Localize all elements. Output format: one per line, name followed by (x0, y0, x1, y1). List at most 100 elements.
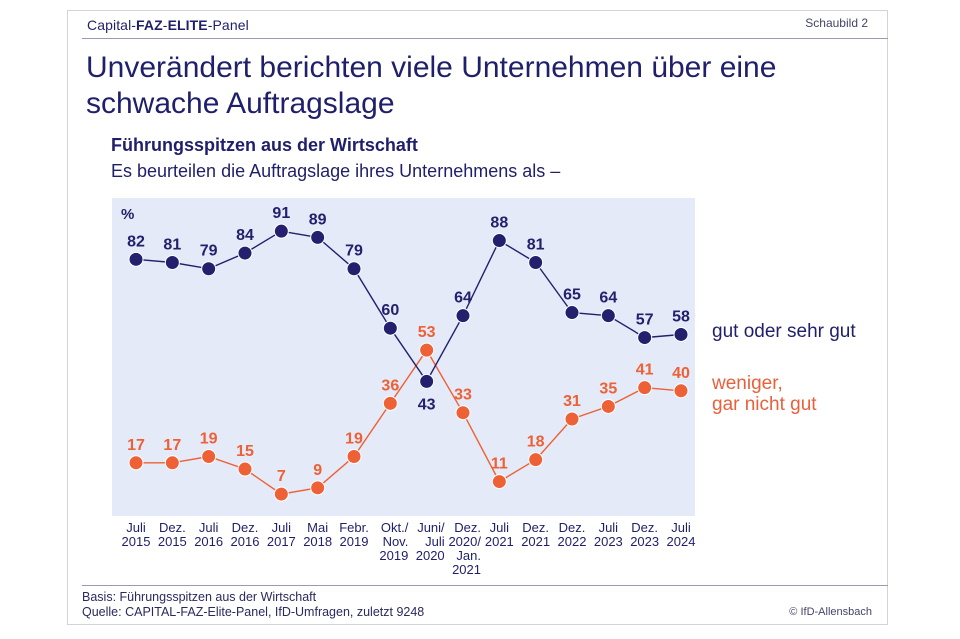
data-point-good (310, 229, 326, 245)
data-label-good: 91 (272, 205, 290, 222)
data-point-bad (201, 449, 217, 465)
x-tick-label: Juli 2017 (266, 520, 296, 549)
chart-title: Unverändert berichten viele Unternehmen … (86, 51, 777, 120)
figure-label: Schaubild 2 (805, 16, 868, 30)
series-line-bad (136, 348, 682, 495)
data-label-good: 89 (309, 211, 327, 228)
brand-part-panel: -Panel (207, 17, 249, 33)
data-label-bad: 17 (127, 437, 145, 454)
legend-bad: weniger, gar nicht gut (712, 373, 817, 415)
data-label-bad: 9 (313, 462, 322, 479)
data-point-bad (128, 455, 144, 471)
data-label-good: 84 (236, 227, 254, 244)
x-tick-label: Dez. 2015 (157, 520, 187, 549)
x-tick-label: Juli 2023 (593, 520, 623, 549)
data-point-good (237, 245, 253, 261)
data-point-bad (382, 395, 398, 411)
data-label-bad: 35 (599, 380, 617, 397)
data-point-good (382, 320, 398, 336)
series-good: 82 81 79 84 91 89 79 60 43 64 88 81 65 64 57 58 (127, 205, 690, 413)
x-tick-label: Dez. 2020/ Jan. 2021 (448, 520, 481, 577)
data-label-good: 81 (163, 236, 181, 253)
data-point-good (491, 233, 507, 249)
x-tick-label: Juli 2021 (484, 520, 514, 549)
data-point-good (164, 254, 180, 270)
x-tick-label: Dez. 2021 (521, 520, 551, 549)
x-tick-label: Okt./ Nov. 2019 (379, 520, 409, 563)
data-point-bad (273, 486, 289, 502)
footer-basis: Basis: Führungsspitzen aus der Wirtschaf… (82, 590, 317, 604)
data-point-good (346, 261, 362, 277)
data-point-bad (164, 455, 180, 471)
data-point-good (273, 223, 289, 239)
data-label-bad: 31 (563, 393, 581, 410)
data-point-bad (528, 452, 544, 468)
footer-notes: Basis: Führungsspitzen aus der Wirtschaf… (82, 590, 424, 620)
data-point-bad (491, 474, 507, 490)
data-point-bad (346, 449, 362, 465)
data-label-good: 43 (418, 396, 436, 413)
data-point-bad (237, 461, 253, 477)
brand-part-elite: ELITE (167, 17, 208, 33)
data-label-bad: 11 (491, 456, 508, 473)
data-label-bad: 53 (418, 324, 436, 341)
data-label-good: 64 (454, 290, 472, 307)
data-point-good (455, 308, 471, 324)
data-point-bad (310, 480, 326, 496)
series-line-good (135, 230, 682, 383)
data-label-bad: 15 (236, 443, 254, 460)
x-tick-label: Juli 2015 (121, 520, 151, 549)
data-label-good: 58 (672, 308, 690, 325)
data-point-good (637, 330, 653, 346)
data-label-good: 65 (563, 287, 581, 304)
data-point-good (419, 373, 435, 389)
brand-part-capital: Capital- (87, 17, 137, 33)
chart-subtitle: Führungsspitzen aus der Wirtschaft (111, 135, 418, 155)
data-point-bad (600, 398, 616, 414)
data-label-good: 79 (345, 243, 363, 260)
data-label-good: 81 (527, 236, 545, 253)
x-tick-label: Dez. 2023 (630, 520, 660, 549)
x-tick-label: Dez. 2016 (230, 520, 260, 549)
data-point-bad (455, 405, 471, 421)
x-tick-label: Juni/ Juli 2020 (415, 520, 445, 563)
unit-label: % (121, 206, 135, 223)
data-point-bad (673, 383, 689, 399)
data-label-bad: 18 (527, 434, 545, 451)
data-point-good (600, 308, 616, 324)
footer-divider (82, 585, 888, 586)
data-label-good: 79 (200, 243, 218, 260)
brand-part-faz: FAZ (136, 17, 163, 33)
footer-source: Quelle: CAPITAL-FAZ-Elite-Panel, IfD-Umf… (82, 605, 425, 619)
data-label-good: 82 (127, 233, 145, 250)
data-point-good (128, 251, 144, 267)
data-label-good: 57 (636, 312, 654, 329)
data-label-bad: 36 (381, 377, 399, 394)
data-label-bad: 33 (454, 387, 472, 404)
data-point-bad (419, 342, 435, 358)
brand-label: Capital-FAZ-ELITE-Panel (87, 17, 249, 33)
data-label-good: 64 (599, 290, 617, 307)
x-tick-label: Febr. 2019 (339, 520, 369, 549)
x-tick-label: Dez. 2022 (557, 520, 587, 549)
chart-question: Es beurteilen die Auftragslage ihres Unt… (111, 161, 561, 181)
legend-good: gut oder sehr gut (712, 321, 856, 342)
data-point-bad (564, 411, 580, 427)
brand-part-sep: - (162, 17, 168, 33)
data-label-good: 88 (490, 215, 508, 232)
data-label-bad: 41 (636, 362, 654, 379)
data-label-bad: 17 (163, 437, 181, 454)
data-label-bad: 19 (345, 431, 363, 448)
header-divider (82, 38, 888, 39)
series-bad: 17 17 19 15 7 9 19 36 53 33 11 18 31 35 41 40 (127, 324, 690, 502)
data-point-bad (637, 380, 653, 396)
data-label-bad: 40 (672, 365, 690, 382)
x-tick-label: Juli 2016 (194, 520, 224, 549)
data-label-good: 60 (381, 302, 399, 319)
data-point-good (201, 261, 217, 277)
data-point-good (564, 305, 580, 321)
data-point-good (528, 254, 544, 270)
data-label-bad: 7 (277, 468, 286, 485)
data-label-bad: 19 (200, 431, 218, 448)
